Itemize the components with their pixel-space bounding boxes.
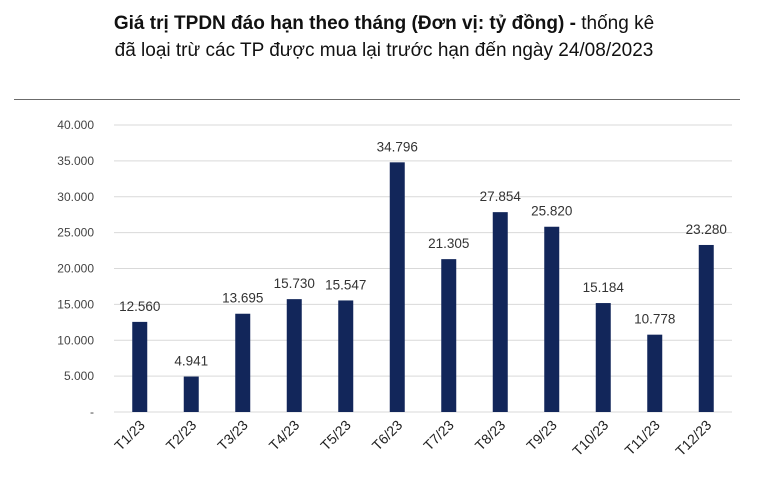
x-category-label: T10/23	[569, 417, 611, 459]
x-category-label: T5/23	[317, 417, 354, 454]
x-category-label: T6/23	[369, 417, 406, 454]
data-label: 27.854	[480, 189, 522, 204]
bar	[286, 299, 302, 412]
y-tick-label: 10.000	[57, 333, 94, 347]
title-line-1: Giá trị TPDN đáo hạn theo tháng (Đơn vị:…	[0, 10, 768, 37]
data-label: 12.560	[119, 299, 160, 314]
x-axis-labels: T1/23 T2/23 T3/23 T4/23 T5/23 T6/23 T7/23 T8/23…	[111, 417, 714, 459]
title-divider	[14, 99, 740, 100]
data-label: 15.184	[583, 280, 625, 295]
y-tick-label: 40.000	[57, 118, 94, 132]
data-label: 4.941	[174, 354, 208, 369]
title-line-2: đã loại trừ các TP được mua lại trước hạ…	[114, 40, 654, 61]
x-category-label: T7/23	[420, 417, 457, 454]
x-category-label: T4/23	[266, 417, 303, 454]
y-tick-label: -	[90, 405, 94, 419]
bar	[492, 212, 508, 412]
x-category-label: T11/23	[621, 417, 663, 459]
bar	[338, 300, 354, 412]
x-category-label: T3/23	[214, 417, 251, 454]
data-label: 15.547	[325, 277, 366, 292]
x-category-label: T1/23	[111, 417, 148, 454]
y-axis-ticks: - 5.000 10.000 15.000 20.000 25.000 30.000 35.0…	[57, 118, 94, 419]
title-regular-part: thống kê	[575, 13, 655, 34]
chart-title: Giá trị TPDN đáo hạn theo tháng (Đơn vị:…	[0, 10, 768, 64]
data-label: 25.820	[531, 204, 572, 219]
y-tick-label: 35.000	[57, 154, 94, 168]
x-category-label: T2/23	[163, 417, 200, 454]
x-category-label: T9/23	[523, 417, 560, 454]
data-label: 13.695	[222, 291, 263, 306]
data-label: 10.778	[634, 312, 675, 327]
bar	[698, 244, 714, 412]
data-labels: 12.560 4.941 13.695 15.730 15.547 34.796 21.30…	[119, 139, 727, 368]
bar	[235, 313, 251, 412]
bar	[389, 162, 405, 412]
bars	[132, 162, 714, 412]
data-label: 21.305	[428, 236, 469, 251]
x-category-label: T8/23	[472, 417, 509, 454]
bar	[183, 376, 199, 412]
y-tick-label: 5.000	[64, 369, 94, 383]
x-category-label: T12/23	[672, 417, 714, 459]
gridlines	[114, 124, 732, 413]
bar	[544, 226, 560, 412]
bar	[132, 321, 148, 412]
data-label: 23.280	[686, 222, 727, 237]
bar	[441, 259, 457, 412]
bar	[595, 303, 611, 412]
data-label: 15.730	[274, 276, 315, 291]
data-label: 34.796	[377, 139, 418, 154]
y-tick-label: 25.000	[57, 226, 94, 240]
bar	[647, 334, 663, 412]
y-tick-label: 30.000	[57, 190, 94, 204]
title-bold-part: Giá trị TPDN đáo hạn theo tháng (Đơn vị:…	[113, 13, 576, 34]
y-tick-label: 15.000	[57, 297, 94, 311]
y-tick-label: 20.000	[57, 262, 94, 276]
